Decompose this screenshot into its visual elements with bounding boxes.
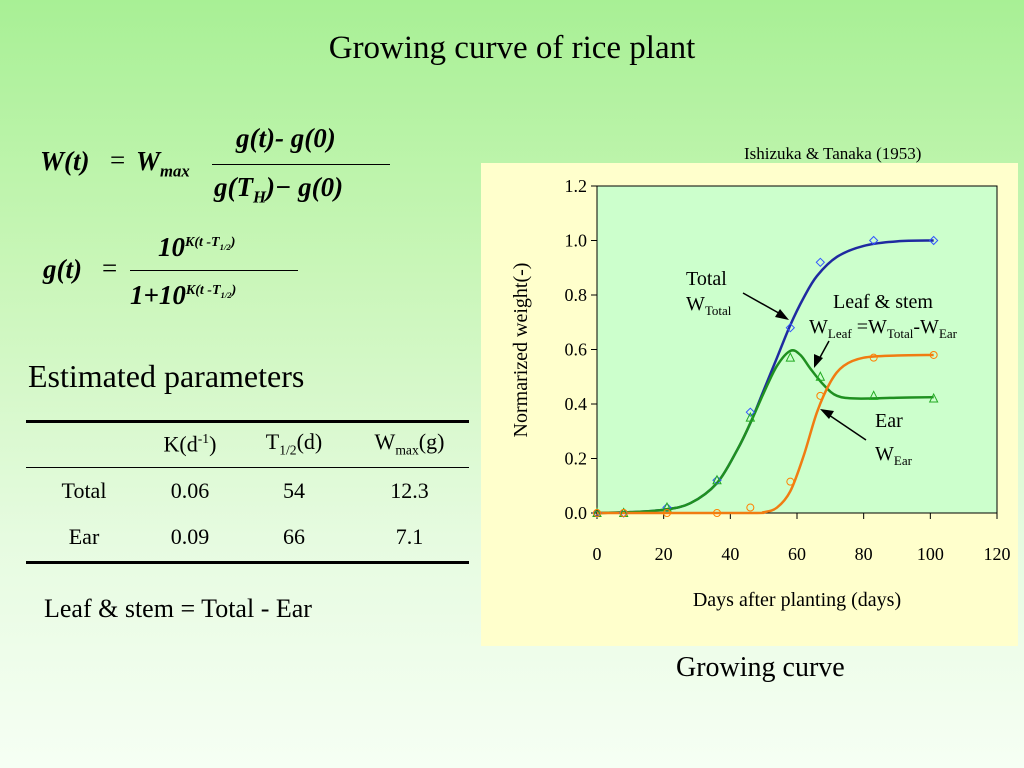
y-axis-label: Normarized weight(-) — [510, 263, 532, 438]
row-w: 7.1 — [395, 524, 424, 549]
formula-w-equals: = — [110, 145, 126, 175]
observed-points — [592, 235, 939, 518]
row-k: 0.09 — [170, 524, 210, 549]
x-tick-label: 120 — [984, 544, 1011, 564]
table-top-rule — [26, 420, 469, 423]
plot-area — [596, 185, 998, 514]
point-leaf-stem — [745, 412, 756, 422]
fitted-curves — [596, 239, 934, 515]
x-tick-label: 40 — [721, 544, 739, 564]
axes: 0.0 0.2 0.4 0.6 0.8 1.0 1.2 0 20 40 60 80 100 120 — [565, 176, 1011, 564]
point-ear — [663, 509, 671, 517]
point-leaf-stem — [785, 352, 796, 362]
point-leaf-stem — [928, 392, 939, 403]
point-leaf-stem — [868, 390, 879, 400]
arrow-ear — [825, 412, 867, 441]
formula-w-wmax-sub: max — [160, 161, 190, 181]
y-tick-label: 1.0 — [565, 231, 588, 251]
formula-g-equals: = — [102, 253, 118, 283]
arrow-total — [742, 292, 785, 317]
x-tick-label: 80 — [855, 544, 873, 564]
x-tick-label: 60 — [788, 544, 806, 564]
header-empty — [26, 420, 142, 468]
chart-panel: 0.0 0.2 0.4 0.6 0.8 1.0 1.2 0 20 40 60 80 100 120 Nor… — [481, 163, 1018, 646]
curve-leaf-stem — [596, 349, 934, 515]
point-ear — [786, 477, 795, 486]
point-total — [785, 322, 796, 333]
y-tick-label: 1.2 — [565, 176, 588, 196]
x-tick-label: 0 — [593, 544, 602, 564]
point-ear — [593, 509, 601, 517]
row-label: Total — [61, 478, 107, 503]
annotation-total: Total — [686, 268, 727, 290]
formula-w-numerator: g(t)- g(0) — [236, 123, 336, 153]
point-ear — [746, 503, 755, 512]
annotation-ear: Ear — [875, 410, 903, 432]
x-tick-label: 20 — [655, 544, 673, 564]
annotation-leaf-symbol: WLeaf =WTotal-WEar — [809, 316, 958, 341]
arrow-leaf-head — [814, 354, 823, 368]
point-ear — [816, 391, 825, 400]
citation: Ishizuka & Tanaka (1953) — [744, 144, 922, 163]
table-bottom-rule — [26, 561, 469, 564]
point-total — [745, 407, 756, 417]
point-ear — [869, 353, 878, 362]
formula-w-lhs: W(t) — [40, 146, 90, 176]
params-heading: Estimated parameters — [28, 358, 305, 394]
formula-g-fraction-bar — [130, 270, 298, 271]
row-t: 66 — [283, 524, 305, 549]
formula-w-wmax: Wmax — [136, 146, 190, 181]
point-ear — [619, 509, 628, 517]
table-row: Ear 0.09 66 7.1 — [26, 514, 469, 560]
chart-caption: Growing curve — [676, 652, 845, 683]
row-label: Ear — [68, 524, 100, 549]
row-w: 12.3 — [390, 478, 429, 503]
y-tick-label: 0.0 — [565, 503, 588, 523]
header-w: Wmax(g) — [374, 429, 445, 458]
row-t: 54 — [283, 478, 305, 503]
header-t: T1/2(d) — [265, 429, 323, 458]
point-leaf-stem — [712, 474, 722, 485]
table-row: Total 0.06 54 12.3 — [26, 468, 469, 514]
curve-ear — [596, 353, 934, 515]
header-k: K(d-1) — [163, 430, 217, 457]
annotation-ear-symbol: WEar — [875, 443, 913, 468]
arrow-ear-head — [820, 409, 834, 419]
point-total — [928, 235, 939, 246]
table-header-rule — [26, 467, 469, 468]
annotation-leaf: Leaf & stem — [833, 291, 933, 313]
slide-title: Growing curve of rice plant — [328, 30, 696, 66]
point-total — [868, 235, 879, 246]
formula-g-denominator: 1+10K(t -T1/2) — [130, 280, 237, 310]
table-header-row: K(d-1) T1/2(d) Wmax(g) — [26, 420, 469, 468]
point-total — [815, 257, 826, 268]
annotation-total-symbol: WTotal — [686, 293, 732, 318]
x-tick-label: 100 — [917, 544, 944, 564]
row-k: 0.06 — [170, 478, 210, 503]
point-ear — [713, 509, 721, 517]
formula-g-numerator: 10K(t -T1/2) — [158, 232, 236, 262]
y-tick-label: 0.2 — [565, 449, 588, 469]
arrow-total-head — [775, 309, 789, 320]
point-leaf-stem — [815, 371, 826, 381]
leaf-stem-equation: Leaf & stem = Total - Ear — [44, 594, 312, 623]
formula-w-fraction-bar — [212, 164, 390, 165]
y-tick-label: 0.6 — [565, 340, 588, 360]
x-axis-label: Days after planting (days) — [693, 589, 901, 611]
y-tick-label: 0.8 — [565, 285, 588, 305]
y-tick-label: 0.4 — [565, 394, 588, 414]
point-leaf-stem — [662, 501, 672, 512]
point-ear — [929, 350, 938, 359]
growth-chart: 0.0 0.2 0.4 0.6 0.8 1.0 1.2 0 20 40 60 80 100 120 Nor… — [510, 176, 1011, 611]
formula-g-lhs: g(t) — [43, 254, 82, 284]
params-table: K(d-1) T1/2(d) Wmax(g) Total 0.06 54 12.… — [26, 420, 469, 560]
formula-w-denominator: g(TH)− g(0) — [214, 172, 344, 207]
